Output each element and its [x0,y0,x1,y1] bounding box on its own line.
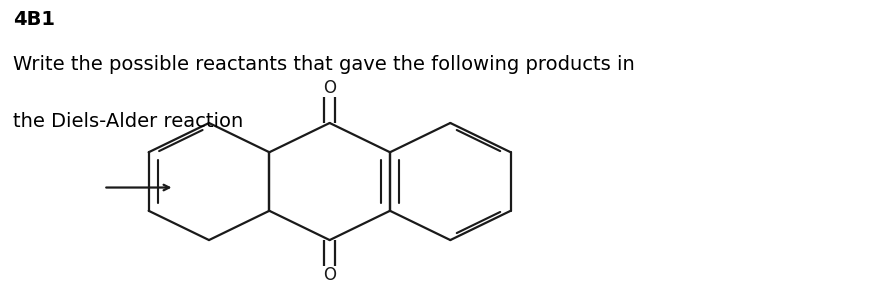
Text: O: O [323,78,336,97]
Text: O: O [323,266,336,285]
Text: 4B1: 4B1 [13,10,55,29]
Text: the Diels-Alder reaction: the Diels-Alder reaction [13,112,243,132]
Text: Write the possible reactants that gave the following products in: Write the possible reactants that gave t… [13,55,635,75]
